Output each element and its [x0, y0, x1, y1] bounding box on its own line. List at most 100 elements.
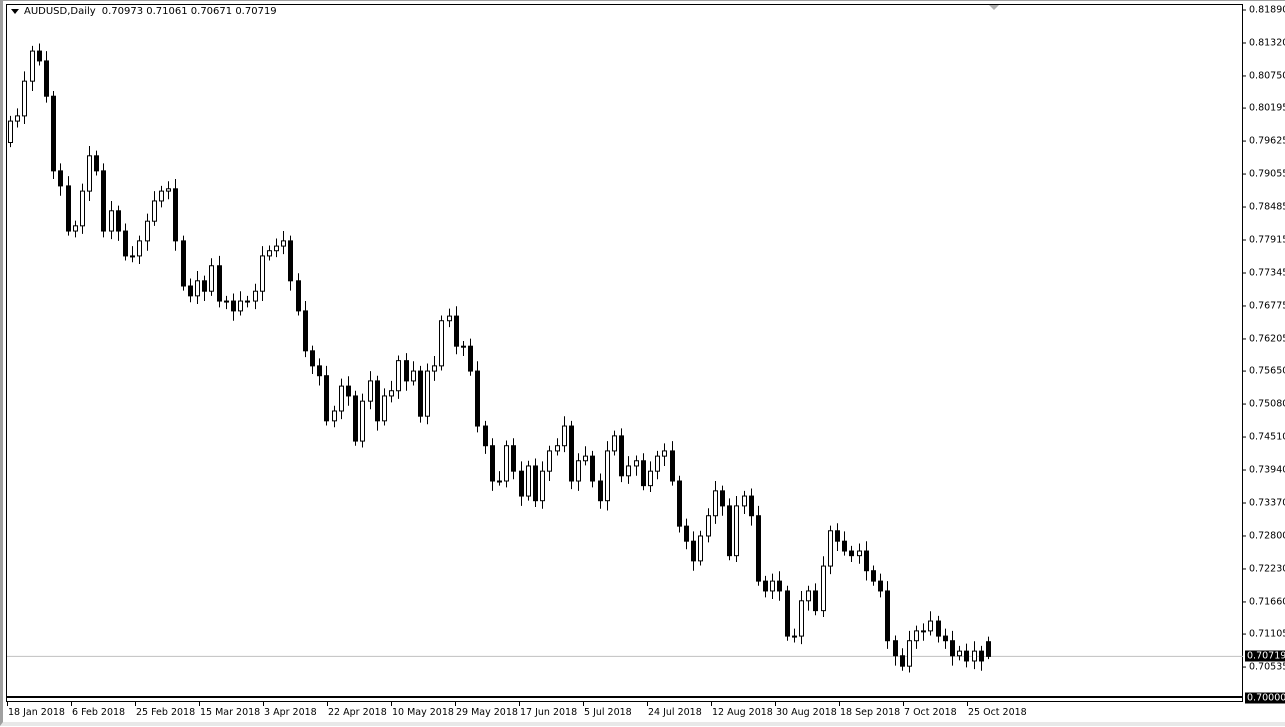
- price-tick-label: 0.73940: [1249, 464, 1285, 476]
- plot-border: [6, 4, 1243, 702]
- bull-candle-body: [396, 360, 401, 392]
- bear-candle-body: [353, 395, 358, 442]
- bear-candle-body: [936, 620, 941, 637]
- bull-candle-body: [145, 220, 150, 242]
- time-tick-label: 24 Jul 2018: [648, 707, 702, 718]
- bull-candle-body: [828, 530, 833, 567]
- bull-candle-body: [209, 265, 214, 292]
- bull-candle-body: [109, 210, 114, 232]
- bear-candle-body: [979, 650, 984, 662]
- bear-candle-body: [51, 95, 56, 172]
- bull-candle-body: [734, 505, 739, 557]
- bear-candle-body: [188, 285, 193, 297]
- bear-candle-body: [885, 590, 890, 642]
- bear-candle-body: [231, 300, 236, 312]
- bear-candle-body: [173, 188, 178, 242]
- bear-candle-body: [763, 580, 768, 592]
- bear-candle-body: [317, 365, 322, 377]
- bear-candle-body: [288, 240, 293, 282]
- bull-candle-body: [928, 620, 933, 632]
- bear-candle-body: [217, 265, 222, 302]
- bull-candle-body: [634, 460, 639, 467]
- bull-candle-body: [497, 480, 502, 483]
- bear-candle-body: [943, 635, 948, 642]
- bear-candle-body: [964, 650, 969, 662]
- time-tick-label: 6 Feb 2018: [72, 707, 126, 718]
- time-tick-label: 18 Jan 2018: [8, 707, 65, 718]
- time-tick-label: 29 May 2018: [456, 707, 518, 718]
- time-tick-label: 30 Aug 2018: [776, 707, 837, 718]
- bull-candle-body: [972, 650, 977, 662]
- bull-candle-body: [15, 115, 20, 122]
- bear-candle-body: [116, 210, 121, 232]
- bear-candle-body: [590, 455, 595, 482]
- price-tick-label: 0.79055: [1249, 168, 1285, 180]
- price-chart[interactable]: [3, 1, 1285, 727]
- bull-candle-body: [555, 445, 560, 452]
- bull-candle-body: [612, 435, 617, 452]
- bear-candle-body: [303, 310, 308, 352]
- bull-candle-body: [605, 450, 610, 502]
- price-tick-label: 0.71105: [1249, 628, 1285, 640]
- bull-candle-body: [857, 550, 862, 557]
- bull-candle-body: [447, 315, 452, 322]
- dropdown-triangle-icon[interactable]: [11, 8, 19, 14]
- price-tick-label: 0.81320: [1249, 37, 1285, 49]
- price-tick-label: 0.76205: [1249, 333, 1285, 345]
- price-tick-label: 0.75080: [1249, 398, 1285, 410]
- bear-candle-body: [878, 580, 883, 592]
- bear-candle-body: [785, 590, 790, 637]
- bear-candle-body: [900, 655, 905, 667]
- bull-candle-body: [461, 345, 466, 348]
- chart-shift-marker-icon[interactable]: [989, 5, 999, 10]
- bear-candle-body: [202, 280, 207, 292]
- bear-candle-body: [404, 360, 409, 382]
- bull-candle-body: [626, 465, 631, 477]
- bear-candle-body: [677, 480, 682, 527]
- time-tick-label: 22 Apr 2018: [328, 707, 387, 718]
- bear-candle-body: [893, 640, 898, 657]
- bear-candle-body: [310, 350, 315, 367]
- bear-candle-body: [123, 230, 128, 257]
- bear-candle-body: [346, 385, 351, 397]
- time-tick-label: 25 Feb 2018: [136, 707, 196, 718]
- bull-candle-body: [281, 240, 286, 247]
- bull-candle-body: [159, 190, 164, 202]
- bear-candle-body: [324, 375, 329, 422]
- price-tick-label: 0.78485: [1249, 201, 1285, 213]
- bull-candle-body: [245, 300, 250, 303]
- bull-candle-body: [253, 290, 258, 302]
- bull-candle-body: [389, 390, 394, 397]
- bull-candle-body: [339, 385, 344, 412]
- bear-candle-body: [44, 60, 49, 97]
- bull-candle-body: [267, 250, 272, 257]
- bull-candle-body: [166, 188, 171, 192]
- bull-candle-body: [957, 650, 962, 657]
- bull-candle-body: [432, 365, 437, 372]
- time-tick-label: 15 Mar 2018: [200, 707, 261, 718]
- bull-candle-body: [792, 635, 797, 638]
- bull-candle-body: [583, 455, 588, 462]
- bear-candle-body: [58, 170, 63, 187]
- price-tick-label: 0.75650: [1249, 365, 1285, 377]
- price-tick-label: 0.81890: [1249, 4, 1285, 16]
- bull-candle-body: [540, 470, 545, 502]
- price-tick-label: 0.76775: [1249, 300, 1285, 312]
- bull-candle-body: [382, 395, 387, 422]
- bear-candle-body: [511, 445, 516, 472]
- bear-candle-body: [871, 570, 876, 582]
- bear-candle-body: [813, 590, 818, 612]
- bull-candle-body: [806, 590, 811, 602]
- bull-candle-body: [439, 320, 444, 367]
- bull-candle-body: [706, 515, 711, 537]
- bull-candle-body: [411, 370, 416, 382]
- bull-candle-body: [742, 495, 747, 507]
- price-tick-label: 0.77915: [1249, 234, 1285, 246]
- price-tick-label: 0.72230: [1249, 563, 1285, 575]
- bear-candle-body: [94, 155, 99, 172]
- bear-candle-body: [835, 530, 840, 542]
- bull-candle-body: [130, 255, 135, 258]
- bull-candle-body: [368, 380, 373, 402]
- price-tick-label: 0.70535: [1249, 661, 1285, 673]
